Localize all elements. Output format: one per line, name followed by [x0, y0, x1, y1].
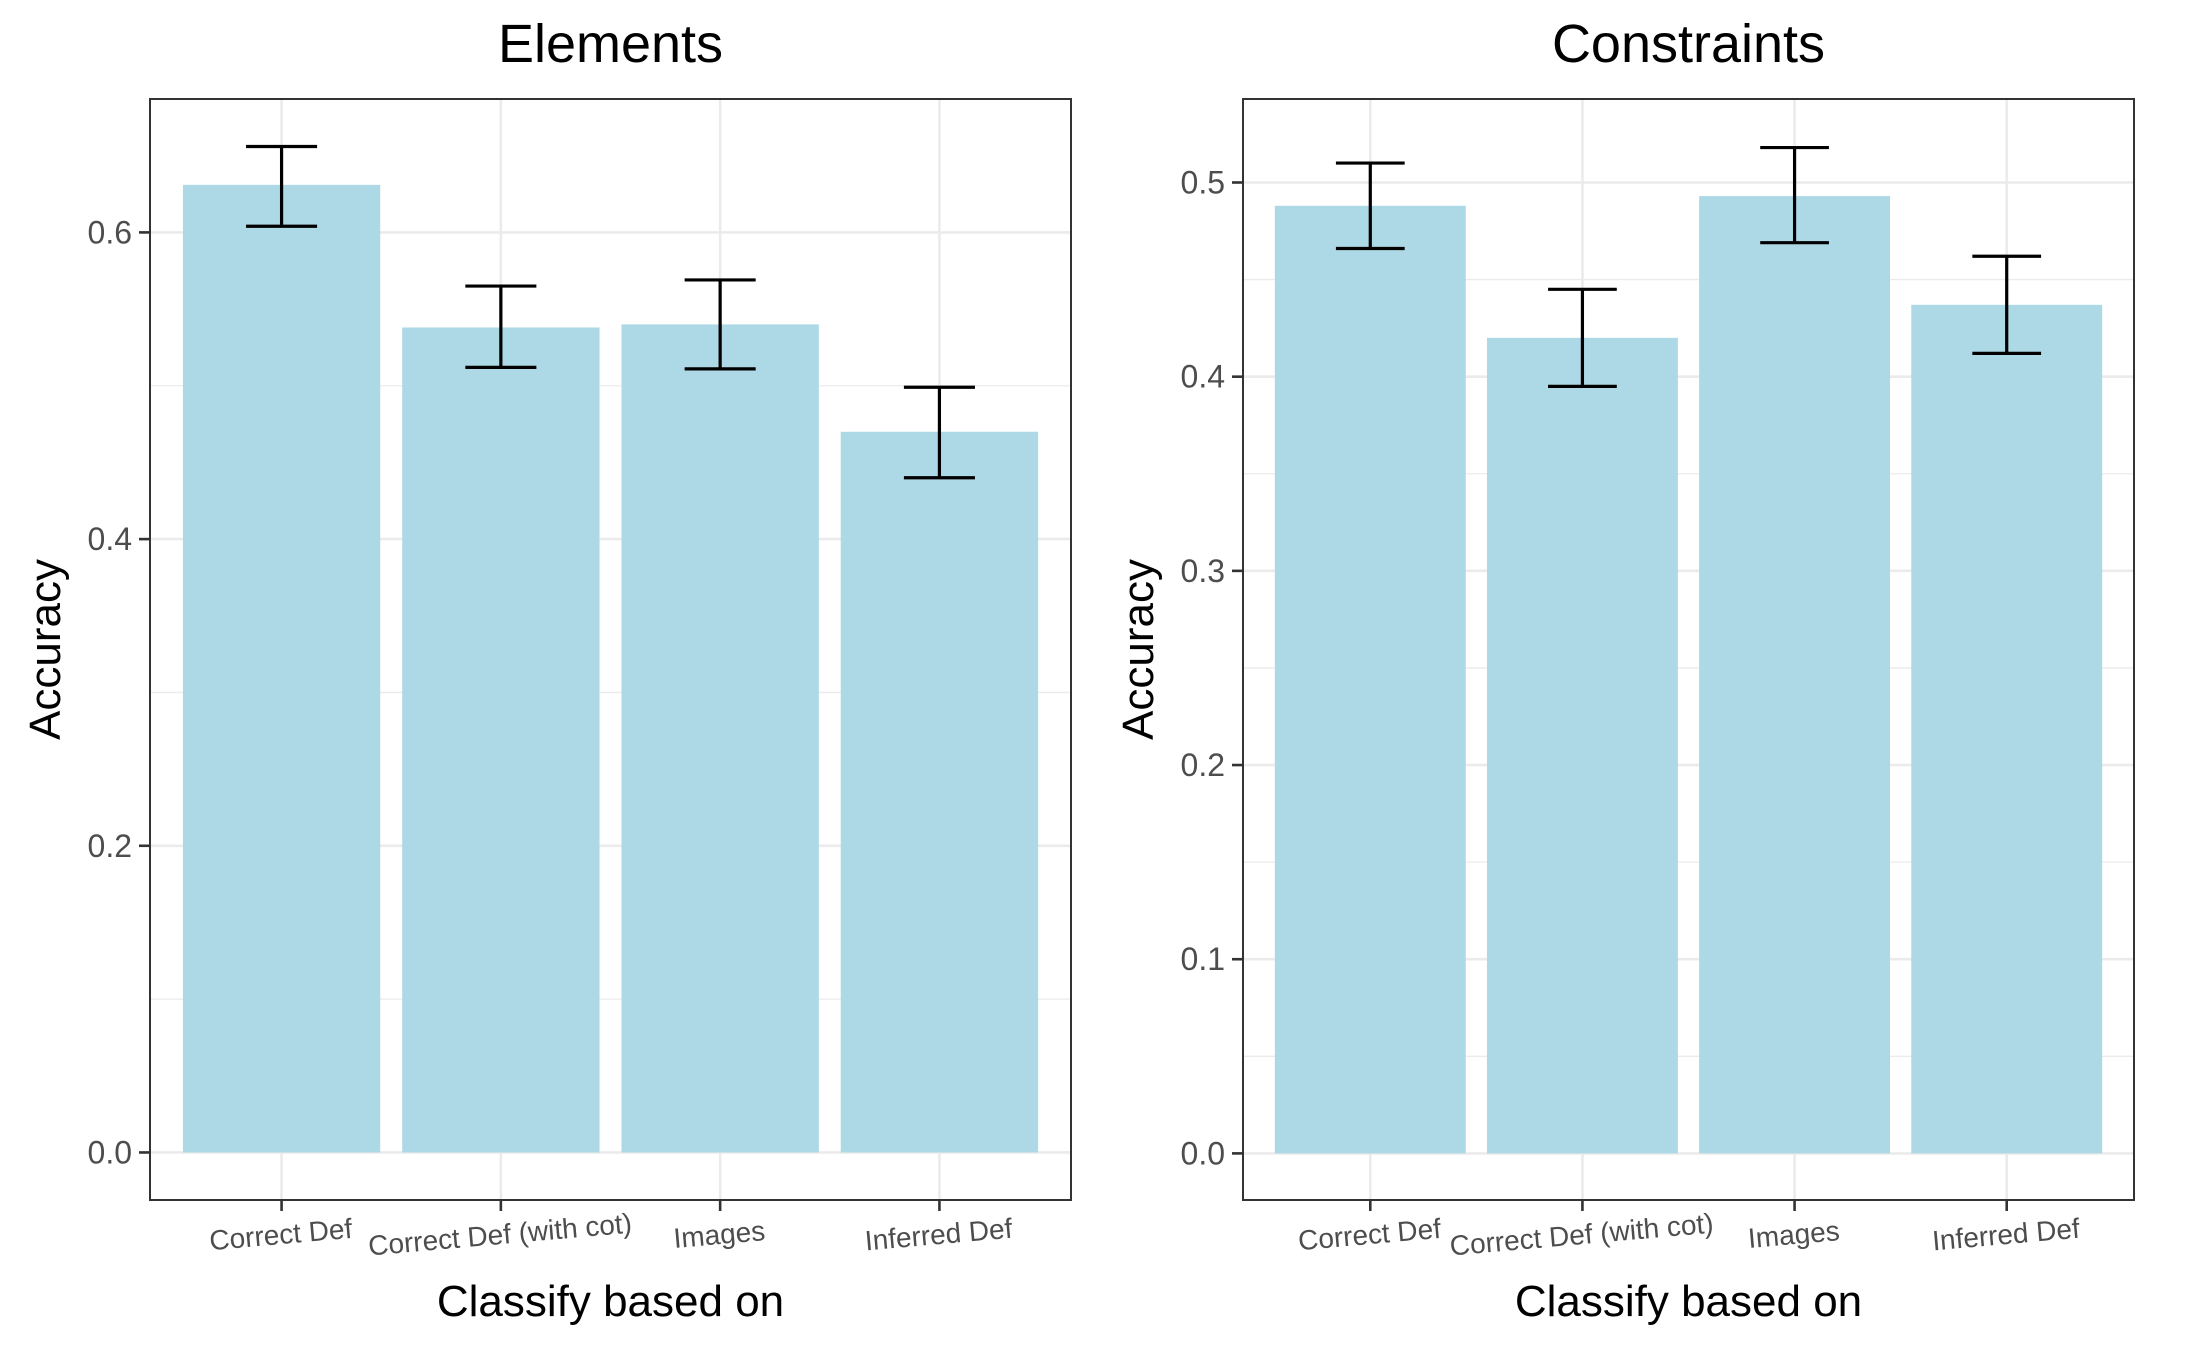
- x-tick-label: Images: [1747, 1215, 1841, 1254]
- bar: [402, 327, 600, 1153]
- x-tick-label: Correct Def (with cot): [367, 1208, 633, 1262]
- x-tick-label: Correct Def (with cot): [1449, 1208, 1715, 1262]
- bar: [1699, 196, 1891, 1154]
- error-bar: [903, 385, 975, 480]
- y-tick-label: 0.3: [1181, 553, 1225, 589]
- bar: [1911, 304, 2103, 1154]
- y-tick-label: 0.4: [1181, 359, 1225, 395]
- panel-elements: 0.0 0.2 0.4 0.6 Correct Def Correct Def (with…: [21, 14, 1072, 1326]
- x-tick-label: Correct Def: [208, 1213, 354, 1256]
- bar: [1274, 205, 1466, 1154]
- y-tick-label: 0.1: [1181, 941, 1225, 977]
- y-tick-label: 0.5: [1181, 164, 1225, 200]
- x-tick-label: Correct Def: [1297, 1213, 1443, 1256]
- y-tick-label: 0.6: [88, 214, 132, 250]
- y-tick-label: 0.4: [88, 521, 132, 557]
- bar: [840, 431, 1039, 1153]
- error-bar: [1760, 145, 1829, 245]
- error-bar: [684, 278, 756, 371]
- y-axis-title: Accuracy: [1114, 559, 1163, 740]
- error-bar: [246, 144, 318, 228]
- x-tick-label: Images: [672, 1215, 766, 1254]
- panel-title: Constraints: [1552, 14, 1825, 74]
- x-tick-label: Inferred Def: [1931, 1213, 2081, 1257]
- panel-border: [149, 98, 1072, 1201]
- y-tick-label: 0.0: [1181, 1135, 1225, 1171]
- error-bar: [1548, 287, 1617, 388]
- x-tick-label: Inferred Def: [864, 1213, 1014, 1257]
- panel-title: Elements: [498, 14, 723, 74]
- bar: [1486, 337, 1678, 1154]
- error-bar: [1972, 254, 2042, 355]
- y-tick-label: 0.2: [1181, 747, 1225, 783]
- error-bar: [465, 284, 537, 369]
- x-axis-title: Classify based on: [437, 1277, 784, 1326]
- x-axis-title: Classify based on: [1515, 1277, 1862, 1326]
- bar: [621, 324, 819, 1153]
- bar: [182, 184, 381, 1153]
- panel-border: [1242, 98, 2135, 1201]
- y-tick-label: 0.0: [88, 1134, 132, 1170]
- y-tick-label: 0.2: [88, 828, 132, 864]
- panel-constraints: 0.0 0.1 0.2 0.3 0.4 0.5 Correct Def Correct Def…: [1114, 14, 2135, 1326]
- error-bar: [1335, 161, 1405, 251]
- y-axis-title: Accuracy: [21, 559, 70, 740]
